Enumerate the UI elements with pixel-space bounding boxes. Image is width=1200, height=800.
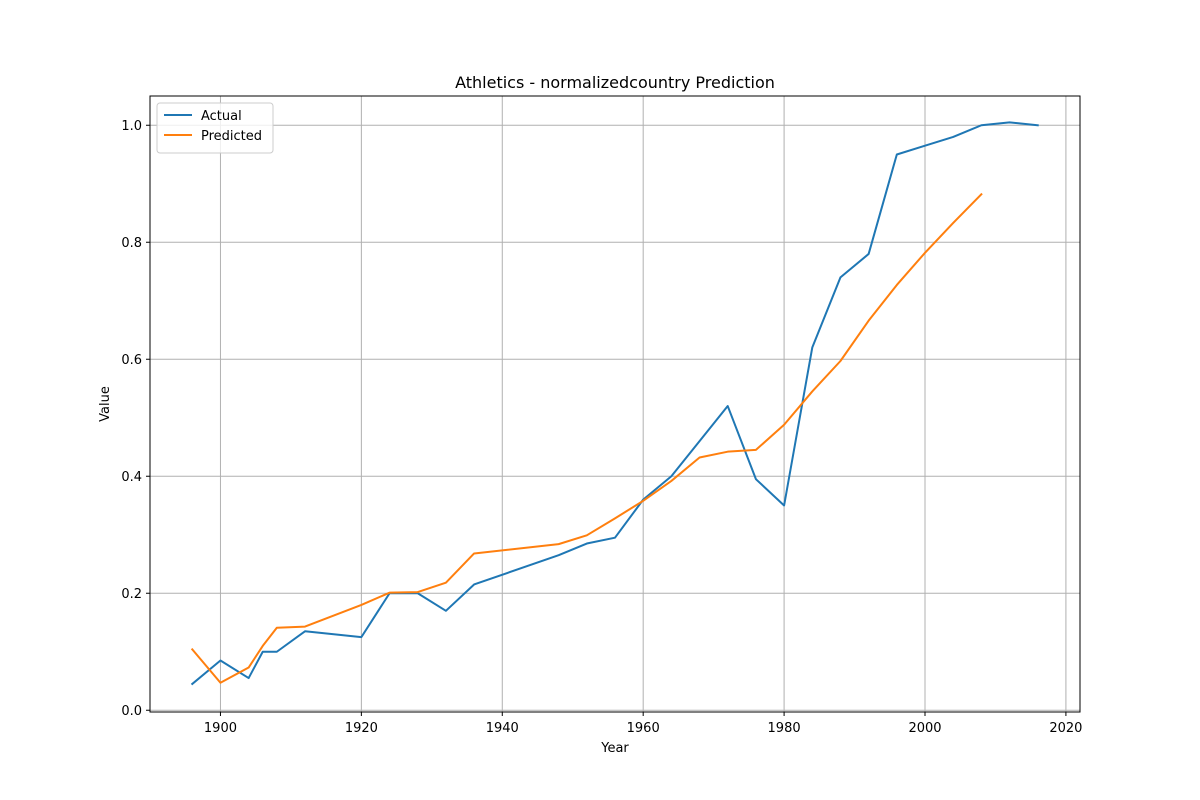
legend-label: Predicted	[201, 129, 262, 144]
x-tick-label: 1920	[345, 721, 378, 736]
x-tick-label: 2020	[1049, 721, 1082, 736]
x-tick-label: 1980	[768, 721, 801, 736]
plot-series	[190, 121, 1039, 686]
legend: Actual Predicted	[156, 102, 274, 154]
chart-title: Athletics - normalizedcountry Prediction	[455, 73, 775, 92]
y-tick-label: 0.6	[121, 353, 142, 368]
y-axis-label: Value	[98, 386, 113, 422]
grid	[150, 96, 1080, 712]
x-tick-label: 1900	[204, 721, 237, 736]
x-tick-label: 1940	[486, 721, 519, 736]
y-tick-label: 1.0	[121, 119, 142, 134]
series-line-predicted	[190, 192, 983, 684]
x-axis-label: Year	[600, 741, 629, 756]
x-tick-label: 2000	[908, 721, 941, 736]
axis-ticks: 1900 1920 1940 1960 1980 2000 2020 0.0 0.2 0.4 0.6…	[121, 119, 1082, 736]
x-tick-label: 1960	[627, 721, 660, 736]
legend-label: Actual	[201, 109, 242, 124]
plot-frame	[149, 95, 1081, 713]
y-tick-label: 0.4	[121, 470, 142, 485]
y-tick-label: 0.8	[121, 236, 142, 251]
y-tick-label: 0.0	[121, 704, 142, 719]
y-tick-label: 0.2	[121, 587, 142, 602]
